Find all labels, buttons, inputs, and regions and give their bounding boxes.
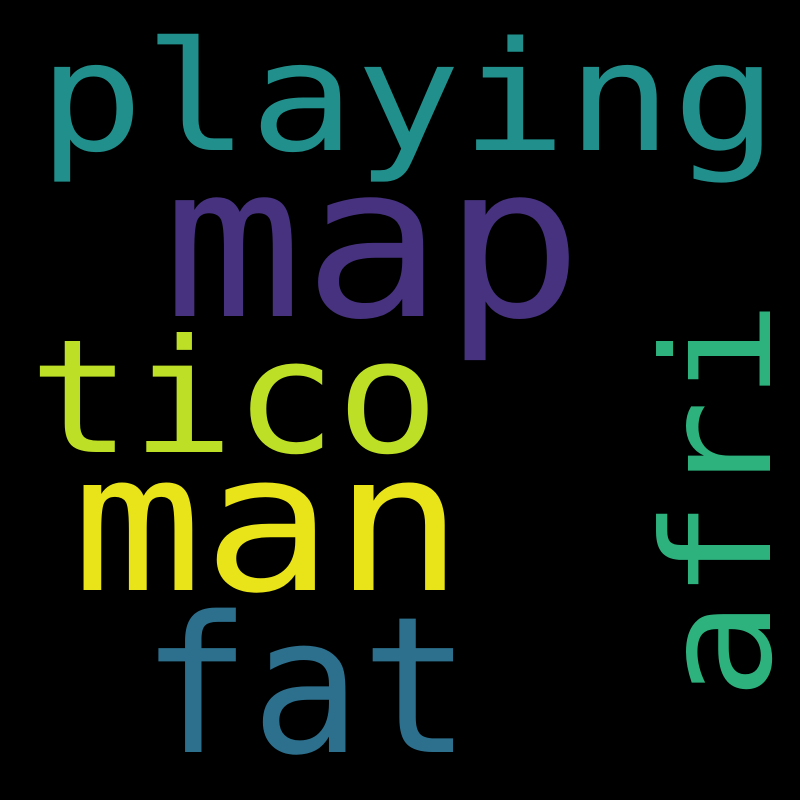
word-tico: tico — [29, 306, 439, 490]
word-fat: fat — [141, 576, 471, 797]
word-map: map — [163, 119, 583, 366]
word-afri: afri — [632, 300, 800, 700]
word-man: man — [72, 413, 464, 636]
word-playing: playing — [38, 9, 778, 186]
